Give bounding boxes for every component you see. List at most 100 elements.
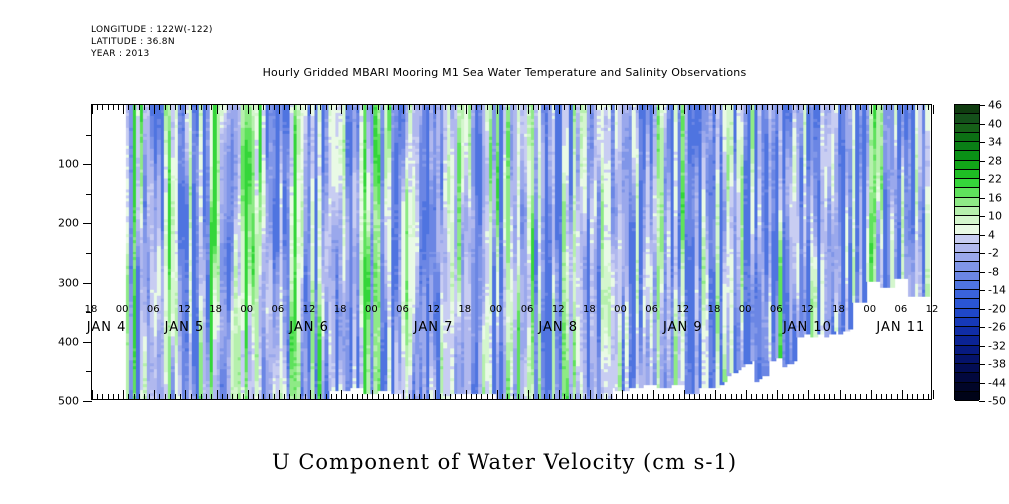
x-tick: [766, 394, 768, 399]
x-tick: [844, 105, 846, 110]
colorbar-tick: [979, 105, 985, 106]
x-tick: [252, 105, 254, 110]
x-tick: [823, 394, 825, 399]
x-day-label: JAN 7: [413, 320, 454, 335]
x-tick: [346, 105, 348, 110]
x-tick: [663, 105, 665, 110]
x-tick: [881, 394, 883, 399]
x-tick: [284, 105, 286, 110]
x-tick: [502, 394, 504, 399]
colorbar-swatch: [955, 364, 979, 374]
x-tick: [335, 105, 337, 110]
x-tick: [652, 390, 654, 399]
x-tick: [507, 105, 509, 110]
x-tick: [128, 105, 130, 110]
x-tick: [356, 105, 358, 110]
x-tick: [533, 105, 535, 110]
x-tick: [657, 105, 659, 110]
colorbar-swatch: [955, 308, 979, 318]
x-tick: [419, 394, 421, 399]
x-tick: [476, 105, 478, 110]
x-tick: [720, 105, 722, 110]
x-tick: [891, 394, 893, 399]
x-tick: [237, 394, 239, 399]
x-tick: [849, 394, 851, 399]
x-tick: [528, 105, 530, 114]
x-tick: [284, 394, 286, 399]
colorbar-tick: [979, 271, 985, 273]
x-day-label: JAN 4: [86, 320, 127, 335]
colorbar-swatch: [955, 132, 979, 142]
x-tick: [470, 105, 472, 110]
x-tick: [839, 105, 841, 114]
x-tick: [652, 105, 654, 114]
colorbar-swatch: [955, 234, 979, 244]
x-tick: [455, 105, 457, 110]
x-tick: [569, 394, 571, 399]
colorbar-swatch: [955, 225, 979, 235]
x-tick: [159, 394, 161, 399]
colorbar-swatch: [955, 216, 979, 226]
x-tick: [143, 105, 145, 110]
x-tick: [351, 394, 353, 399]
x-tick: [97, 394, 99, 399]
x-tick: [387, 394, 389, 399]
x-hour-label: 12: [925, 304, 939, 315]
x-tick: [896, 105, 898, 110]
x-tick: [491, 394, 493, 399]
x-tick: [465, 105, 467, 114]
year-text: YEAR : 2013: [91, 49, 150, 59]
x-tick: [746, 105, 748, 114]
x-hour-label: 12: [178, 304, 191, 315]
colorbar-tick: [979, 253, 985, 254]
x-tick: [470, 394, 472, 399]
colorbar-swatch: [955, 336, 979, 346]
x-tick: [689, 105, 690, 110]
x-tick: [585, 394, 587, 399]
colorbar-tick-label: 22: [988, 172, 1002, 186]
x-tick: [590, 105, 592, 114]
chart-title: Hourly Gridded MBARI Mooring M1 Sea Wate…: [262, 66, 747, 79]
colorbar-swatch: [955, 142, 979, 152]
x-tick: [496, 390, 498, 399]
x-tick: [637, 105, 639, 110]
x-tick: [335, 394, 337, 399]
x-tick: [689, 394, 690, 399]
x-tick: [299, 394, 301, 399]
colorbar-swatch: [955, 345, 979, 355]
x-tick: [678, 394, 680, 399]
x-tick: [439, 105, 441, 110]
x-tick: [751, 394, 753, 399]
x-tick: [595, 394, 597, 399]
colorbar-swatch: [955, 243, 979, 253]
latitude-text: LATITUDE : 36.8N: [91, 37, 175, 47]
x-tick: [190, 394, 192, 399]
x-hour-label: 12: [427, 304, 440, 315]
x-tick: [330, 105, 332, 110]
x-tick: [907, 105, 909, 110]
x-tick: [538, 105, 540, 110]
colorbar-swatch: [955, 391, 979, 401]
colorbar-tick-label: 4: [988, 228, 995, 241]
x-tick: [263, 394, 265, 399]
x-tick: [216, 105, 218, 114]
x-tick: [901, 105, 903, 114]
x-tick: [403, 390, 405, 399]
colorbar-tick: [979, 142, 985, 143]
x-tick: [289, 394, 291, 399]
x-tick: [97, 105, 99, 110]
x-tick: [164, 394, 166, 399]
y-tick: [86, 253, 92, 254]
x-tick: [787, 394, 789, 399]
x-tick: [429, 394, 431, 399]
x-tick: [486, 105, 488, 110]
x-tick: [657, 394, 659, 399]
x-tick: [232, 105, 234, 110]
x-tick: [512, 394, 514, 399]
colorbar-tick-label: -50: [988, 394, 1006, 408]
y-tick: [83, 223, 92, 225]
longitude-text: LONGITUDE : 122W(-122): [91, 25, 213, 35]
x-tick: [668, 394, 670, 399]
x-tick: [278, 390, 280, 399]
colorbar-swatch: [955, 169, 979, 179]
